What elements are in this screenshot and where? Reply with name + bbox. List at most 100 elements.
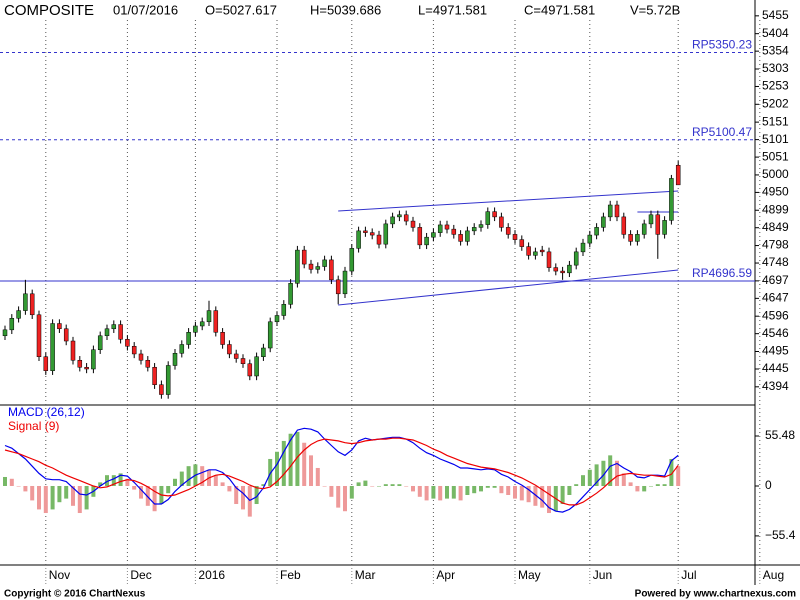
date-label: 01/07/2016 xyxy=(113,2,178,17)
y-tick-label: 4899 xyxy=(762,202,789,216)
histogram-bar xyxy=(261,484,266,486)
candle-body xyxy=(471,227,477,232)
candle-body xyxy=(63,328,69,342)
x-tick-label: May xyxy=(518,568,541,582)
histogram-bar xyxy=(302,442,307,486)
candle-body xyxy=(247,363,253,377)
candle-body xyxy=(206,310,212,323)
ohlc-label: C=4971.581 xyxy=(524,2,595,17)
histogram-bar xyxy=(377,485,381,487)
candle-body xyxy=(125,339,130,347)
histogram-bar xyxy=(533,485,538,506)
histogram-bar xyxy=(519,485,524,501)
candle-body xyxy=(458,234,463,242)
histogram-bar xyxy=(9,478,14,486)
ohlc-label: O=5027.617 xyxy=(205,2,277,17)
candle-body xyxy=(342,270,348,295)
x-tick-label: Feb xyxy=(280,568,301,582)
candle-body xyxy=(233,353,239,359)
histogram-bar xyxy=(132,485,137,490)
candle-body xyxy=(36,314,42,357)
candle-body xyxy=(159,384,164,395)
macd-line xyxy=(4,437,679,506)
y-tick-label: 4798 xyxy=(762,238,789,252)
macd-line xyxy=(4,427,679,513)
histogram-bar xyxy=(479,485,483,492)
histogram-bar xyxy=(662,484,667,486)
histogram-bar xyxy=(37,485,41,510)
trend-line xyxy=(338,269,679,306)
candle-body xyxy=(573,251,579,266)
candle-body xyxy=(594,227,599,236)
candle-body xyxy=(614,204,620,218)
candle-body xyxy=(363,230,368,233)
histogram-bar xyxy=(587,469,592,486)
candle-body xyxy=(424,236,429,246)
candle-body xyxy=(9,318,15,331)
candle-body xyxy=(553,267,559,272)
histogram-bar xyxy=(329,485,334,497)
histogram-bar xyxy=(309,455,313,486)
candle-body xyxy=(628,234,633,242)
histogram-bar xyxy=(649,485,653,487)
candle-body xyxy=(118,324,123,340)
histogram-bar xyxy=(145,485,150,506)
candle-body xyxy=(281,304,287,316)
candle-body xyxy=(669,178,674,221)
candle-body xyxy=(539,249,545,253)
histogram-bar xyxy=(370,485,375,487)
y-tick-label: 5151 xyxy=(762,114,789,128)
histogram-bar xyxy=(356,482,361,486)
histogram-bar xyxy=(383,484,388,486)
y-tick-label: 5455 xyxy=(762,8,789,22)
candle-body xyxy=(329,259,334,281)
ohlc-label: V=5.72B xyxy=(630,2,680,17)
candle-body xyxy=(322,259,327,267)
y-tick-label: 4849 xyxy=(762,220,789,234)
candle-body xyxy=(301,249,307,265)
histogram-bar xyxy=(594,464,599,486)
candle-body xyxy=(104,328,110,337)
histogram-bar xyxy=(458,485,463,501)
y-tick-label: 5051 xyxy=(762,149,789,163)
histogram-bar xyxy=(404,485,409,487)
histogram-bar xyxy=(581,475,585,486)
histogram-bar xyxy=(288,433,293,486)
histogram-bar xyxy=(540,485,545,508)
candle-body xyxy=(601,216,606,228)
y-tick-label: 4394 xyxy=(762,379,789,393)
candle-body xyxy=(349,248,355,272)
candle-body xyxy=(356,230,361,249)
candle-body xyxy=(193,325,198,333)
candle-body xyxy=(254,356,259,377)
copyright: Copyright © 2016 ChartNexus xyxy=(4,589,146,600)
candle-body xyxy=(383,223,389,245)
histogram-bar xyxy=(547,485,551,514)
histogram-bar xyxy=(621,473,626,486)
y-tick-label: 4546 xyxy=(762,326,789,340)
candle-body xyxy=(267,321,273,349)
candle-body xyxy=(478,224,484,228)
candle-body xyxy=(499,216,504,228)
ohlc-label: L=4971.581 xyxy=(418,2,487,17)
candle-body xyxy=(131,346,137,355)
candle-body xyxy=(179,344,185,354)
y-tick-label: 5202 xyxy=(762,96,789,110)
histogram-bar xyxy=(64,485,69,499)
candle-body xyxy=(560,270,565,274)
candle-body xyxy=(403,214,409,222)
histogram-bar xyxy=(16,485,21,487)
x-tick-label: Nov xyxy=(49,568,70,582)
candle-body xyxy=(526,246,531,256)
histogram-bar xyxy=(669,458,674,486)
histogram-bar xyxy=(77,485,82,514)
histogram-bar xyxy=(281,440,286,486)
y-tick-label: 55.48 xyxy=(765,428,795,442)
histogram-bar xyxy=(152,485,157,512)
histogram-bar xyxy=(451,485,456,499)
candle-body xyxy=(444,224,450,230)
candle-body xyxy=(390,216,395,225)
histogram-bar xyxy=(111,475,116,486)
x-tick-label: Jun xyxy=(593,568,612,582)
